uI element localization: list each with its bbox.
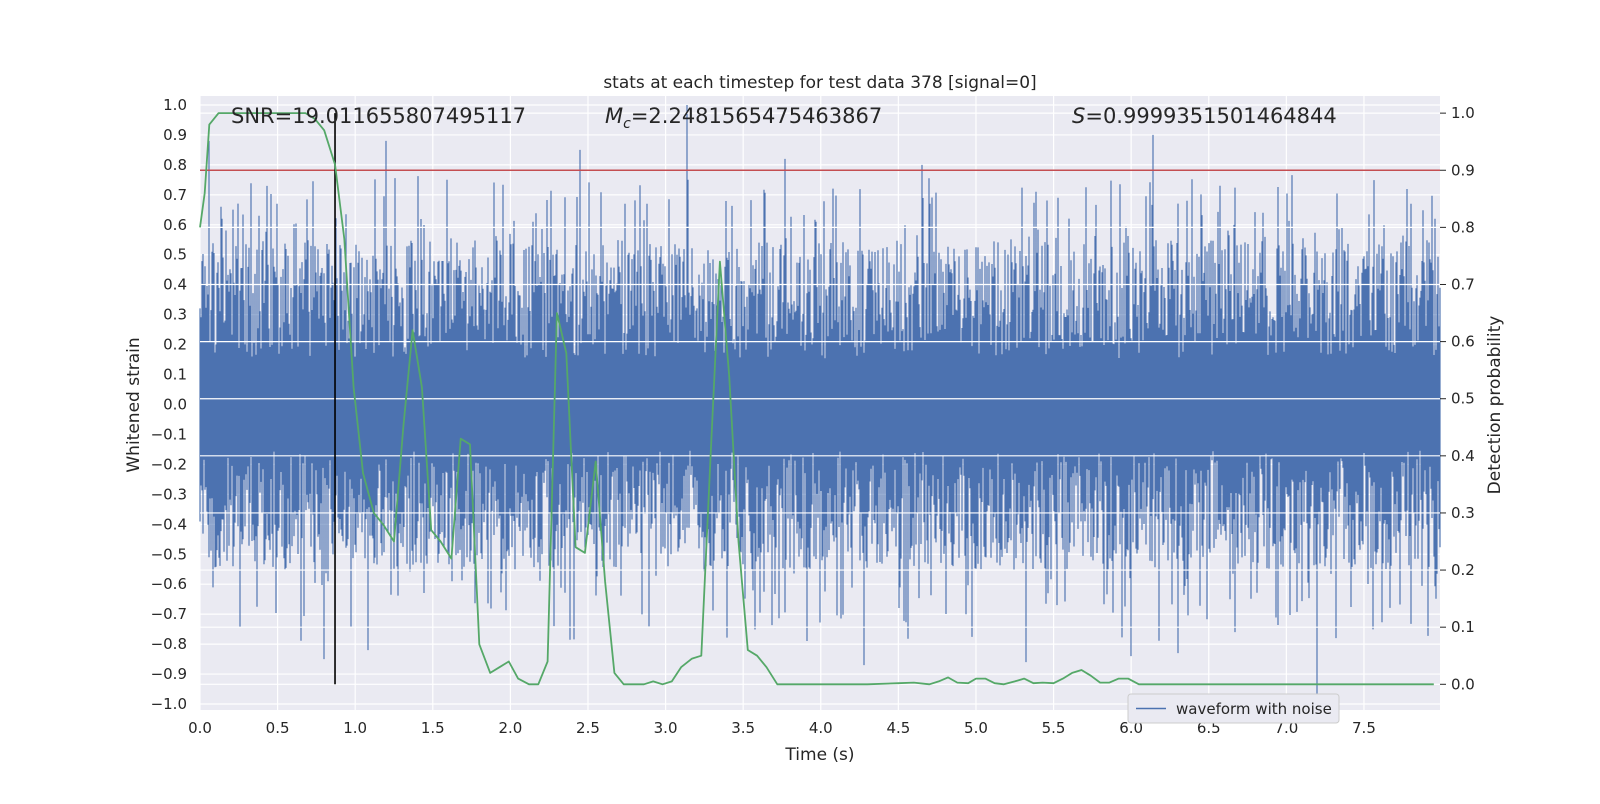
y2-tick-label: 0.4 bbox=[1451, 447, 1475, 465]
chirp-mass-subscript: c bbox=[623, 116, 631, 132]
chart-title: stats at each timestep for test data 378… bbox=[603, 73, 1036, 93]
score-symbol: S bbox=[1072, 104, 1085, 128]
y2-tick-label: 0.8 bbox=[1451, 218, 1475, 236]
y2-tick-label: 0.7 bbox=[1451, 275, 1475, 293]
x-axis-ticks: 0.0 0.5 1.0 1.5 2.0 2.5 3.0 3.5 4.0 4.5 5.0 5.5 6.0 6… bbox=[188, 719, 1376, 737]
y-axis-ticks: 1.0 0.9 0.8 0.7 0.6 0.5 0.4 0.3 0.2 0.1 0.0 −0.1 −0.… bbox=[151, 96, 187, 713]
score-value: =0.9999351501464844 bbox=[1085, 104, 1336, 128]
legend-label-waveform: waveform with noise bbox=[1176, 700, 1332, 718]
x-tick-label: 4.0 bbox=[809, 719, 833, 737]
detection-probability-line bbox=[199, 112, 1434, 686]
x-tick-label: 2.5 bbox=[576, 719, 600, 737]
y-tick-label: −0.4 bbox=[151, 515, 187, 533]
y-tick-label: −0.1 bbox=[151, 425, 187, 443]
y-tick-label: 0.1 bbox=[163, 366, 187, 384]
x-tick-label: 5.0 bbox=[964, 719, 988, 737]
y-tick-label: 0.9 bbox=[163, 126, 187, 144]
y-tick-label: −0.3 bbox=[151, 485, 187, 503]
score-annotation: S=0.9999351501464844 bbox=[1072, 104, 1337, 128]
x-tick-label: 1.0 bbox=[343, 719, 367, 737]
x-tick-label: 1.5 bbox=[421, 719, 445, 737]
y-tick-label: 0.3 bbox=[163, 306, 187, 324]
y2-tick-label: 0.1 bbox=[1451, 618, 1475, 636]
x-tick-label: 7.5 bbox=[1352, 719, 1376, 737]
y2-axis-ticks: 1.0 0.9 0.8 0.7 0.6 0.5 0.4 0.3 0.2 0.1 0.0 bbox=[1440, 104, 1475, 693]
y-tick-label: 1.0 bbox=[163, 96, 187, 114]
y-tick-label: 0.5 bbox=[163, 246, 187, 264]
y2-tick-label: 0.0 bbox=[1451, 675, 1475, 693]
y2-tick-label: 0.6 bbox=[1451, 333, 1475, 351]
waveform-path bbox=[199, 105, 1441, 695]
y-tick-label: −0.6 bbox=[151, 575, 187, 593]
y-tick-label: 0.7 bbox=[163, 186, 187, 204]
legend-box bbox=[1127, 693, 1340, 724]
y-tick-label: 0.4 bbox=[163, 276, 187, 294]
chirp-mass-value: =2.2481565475463867 bbox=[631, 104, 882, 128]
chirp-mass-symbol: M bbox=[605, 104, 623, 128]
x-axis-label: Time (s) bbox=[784, 745, 854, 765]
y-tick-label: 0.6 bbox=[163, 216, 187, 234]
legend: waveform with noise bbox=[1127, 693, 1340, 724]
y-tick-label: 0.0 bbox=[163, 395, 187, 413]
x-tick-label: 0.5 bbox=[266, 719, 290, 737]
snr-annotation: SNR=19.011655807495117 bbox=[231, 104, 526, 128]
x-tick-label: 4.5 bbox=[886, 719, 910, 737]
y-tick-label: −1.0 bbox=[151, 695, 187, 713]
x-tick-label: 2.0 bbox=[498, 719, 522, 737]
y-tick-label: −0.9 bbox=[151, 665, 187, 683]
detection-probability-series bbox=[199, 112, 1434, 686]
x-tick-label: 3.5 bbox=[731, 719, 755, 737]
y-tick-label: −0.7 bbox=[151, 605, 187, 623]
waveform-series bbox=[199, 105, 1441, 695]
y-axis-label: Whitened strain bbox=[124, 337, 144, 472]
y2-tick-label: 0.3 bbox=[1451, 504, 1475, 522]
y2-tick-label: 0.5 bbox=[1451, 390, 1475, 408]
y-tick-label: −0.8 bbox=[151, 635, 187, 653]
y-tick-label: −0.5 bbox=[151, 545, 187, 563]
y-tick-label: −0.2 bbox=[151, 455, 187, 473]
y2-tick-label: 1.0 bbox=[1451, 104, 1475, 122]
chirp-mass-annotation: Mc=2.2481565475463867 bbox=[605, 104, 882, 132]
x-tick-label: 0.0 bbox=[188, 719, 212, 737]
x-tick-label: 5.5 bbox=[1042, 719, 1066, 737]
x-tick-label: 3.0 bbox=[654, 719, 678, 737]
y2-tick-label: 0.9 bbox=[1451, 161, 1475, 179]
y2-axis-label: Detection probability bbox=[1485, 316, 1505, 495]
y2-tick-label: 0.2 bbox=[1451, 561, 1475, 579]
y-tick-label: 0.8 bbox=[163, 156, 187, 174]
y-tick-label: 0.2 bbox=[163, 336, 187, 354]
